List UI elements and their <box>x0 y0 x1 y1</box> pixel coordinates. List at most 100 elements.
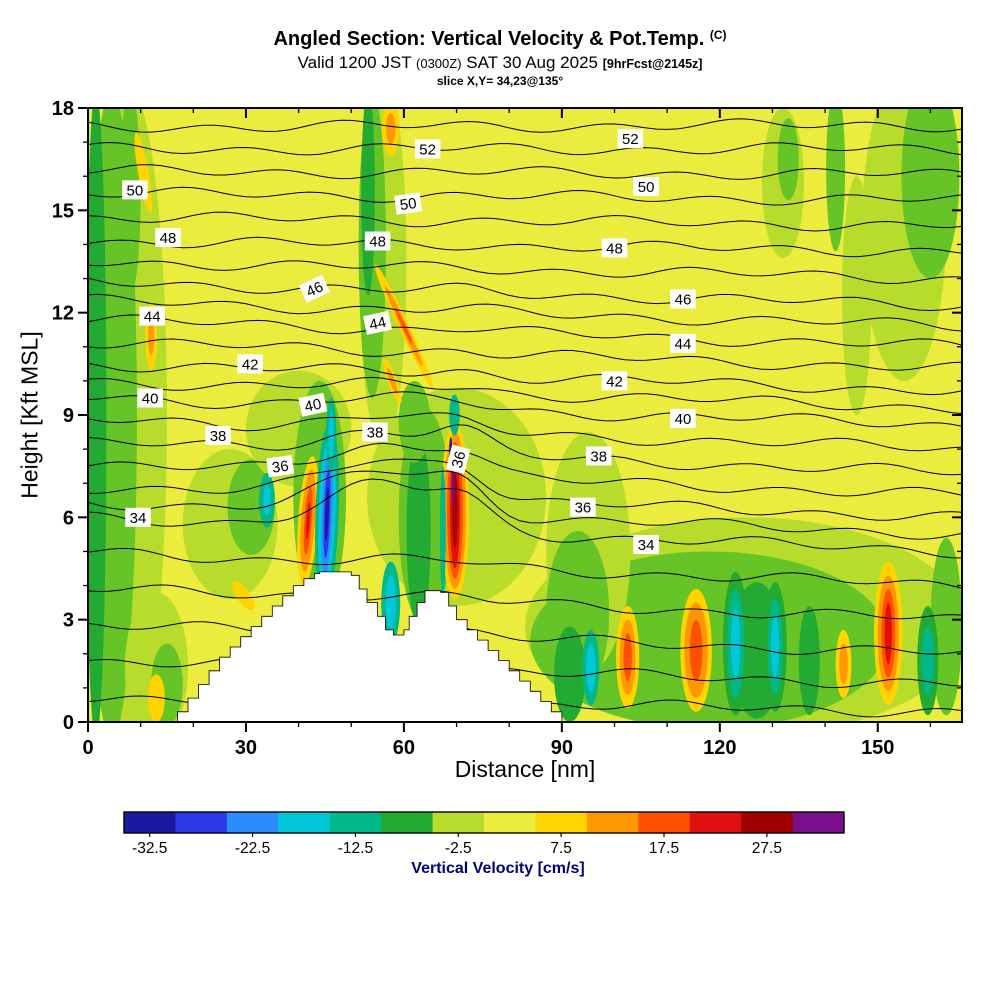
velocity-feature <box>297 456 320 586</box>
chart-title: Angled Section: Vertical Velocity & Pot.… <box>0 28 1000 51</box>
isentrope-line <box>88 260 962 285</box>
velocity-feature <box>449 394 460 436</box>
contour-label-box <box>137 388 163 408</box>
feature-layer <box>439 466 446 596</box>
y-tick-label: 12 <box>52 303 74 325</box>
isentrope-line <box>88 584 962 620</box>
contour-lines <box>88 118 962 718</box>
contour-label-text: 52 <box>622 131 639 148</box>
fill-layer <box>88 108 962 722</box>
contour-label: 48 <box>364 231 391 251</box>
velocity-feature <box>325 397 337 473</box>
contour-label-box <box>298 274 331 303</box>
feature-layer <box>770 616 780 678</box>
contour-label-box <box>670 408 696 428</box>
velocity-feature <box>680 588 712 712</box>
contour-label: 52 <box>414 139 441 159</box>
isentrope-line <box>88 362 962 396</box>
contour-label: 42 <box>601 371 628 391</box>
colorbar-segment <box>586 812 639 833</box>
contour-label-box <box>633 176 659 196</box>
isentrope-line <box>88 186 962 206</box>
velocity-feature <box>763 582 787 712</box>
contour-label-text: 38 <box>210 428 227 445</box>
contour-label-box <box>122 180 148 200</box>
colorbar-segment <box>381 812 434 833</box>
isentrope-line <box>88 391 962 428</box>
contour-label: 36 <box>445 444 471 475</box>
feature-layer <box>134 132 153 214</box>
contour-label-text: 44 <box>144 309 161 326</box>
colorbar-segment <box>175 812 228 833</box>
colorbar-segment <box>124 812 176 833</box>
contour-label-box <box>670 333 696 353</box>
contour-label-text: 46 <box>304 278 326 300</box>
contour-label: 52 <box>617 129 644 149</box>
contour-label-box <box>617 129 644 149</box>
feature-layer <box>451 469 455 504</box>
x-tick-label: 60 <box>393 737 415 759</box>
contour-label: 48 <box>155 228 181 248</box>
feature-layer <box>148 317 155 356</box>
isentrope-line <box>88 442 962 497</box>
green-patch <box>553 626 586 722</box>
feature-layer <box>232 581 255 611</box>
feature-layer <box>263 484 271 516</box>
colorbar-segment <box>226 812 279 833</box>
contour-label-box <box>414 139 441 159</box>
contour-label-text: 48 <box>369 234 386 251</box>
velocity-feature <box>451 469 455 504</box>
y-tick-label: 0 <box>63 712 74 734</box>
x-tick-label: 120 <box>703 737 736 759</box>
contour-label-text: 52 <box>419 141 436 158</box>
contour-label-text: 38 <box>367 425 384 442</box>
contour-label-text: 40 <box>675 411 692 428</box>
contour-label: 38 <box>585 446 612 466</box>
feature-layer <box>305 502 311 540</box>
contour-label-box <box>237 354 263 374</box>
feature-layer <box>328 411 335 460</box>
velocity-feature <box>582 629 600 705</box>
feature-layer <box>325 486 329 542</box>
contour-label-text: 48 <box>606 240 623 257</box>
chart-title-unit: (C) <box>709 28 727 42</box>
isentrope-line <box>88 338 962 371</box>
plot-frame <box>87 107 963 723</box>
velocity-feature <box>917 606 939 716</box>
isentrope-line <box>88 236 962 258</box>
green-patch <box>826 108 846 252</box>
velocity-feature <box>381 108 400 156</box>
valid-prefix: Valid 1200 JST <box>297 53 412 72</box>
green-patch <box>398 380 431 463</box>
contour-label: 46 <box>298 274 331 303</box>
velocity-feature <box>874 561 903 705</box>
colorbar-segment <box>638 812 691 833</box>
isentrope-line <box>88 118 962 133</box>
colorbar-border <box>123 811 845 834</box>
colorbar: -32.5 -22.5 -12.5 -2.5 7.5 17.5 27.5 <box>123 811 845 857</box>
contour-label-box <box>601 238 628 258</box>
isentrope-line <box>88 164 962 180</box>
contour-label-text: 34 <box>130 510 147 527</box>
isentrope-line <box>88 412 962 452</box>
feature-layer <box>386 113 396 144</box>
contour-label-text: 36 <box>271 458 290 477</box>
contour-label-box <box>394 192 423 215</box>
feature-layer <box>689 619 703 682</box>
isentrope-line <box>88 277 962 312</box>
x-tick-label: 90 <box>551 737 573 759</box>
colorbar-tick-label: 17.5 <box>649 840 679 857</box>
green-patch <box>777 118 799 201</box>
colorbar-segment <box>484 812 536 833</box>
contour-label-box <box>125 507 151 527</box>
colorbar-label: Vertical Velocity [cm/s] <box>411 860 585 877</box>
colorbar-segment <box>792 812 845 833</box>
velocity-feature <box>722 571 749 716</box>
velocity-feature <box>439 466 446 596</box>
contour-label: 38 <box>205 425 231 445</box>
isentrope-line <box>88 424 962 476</box>
